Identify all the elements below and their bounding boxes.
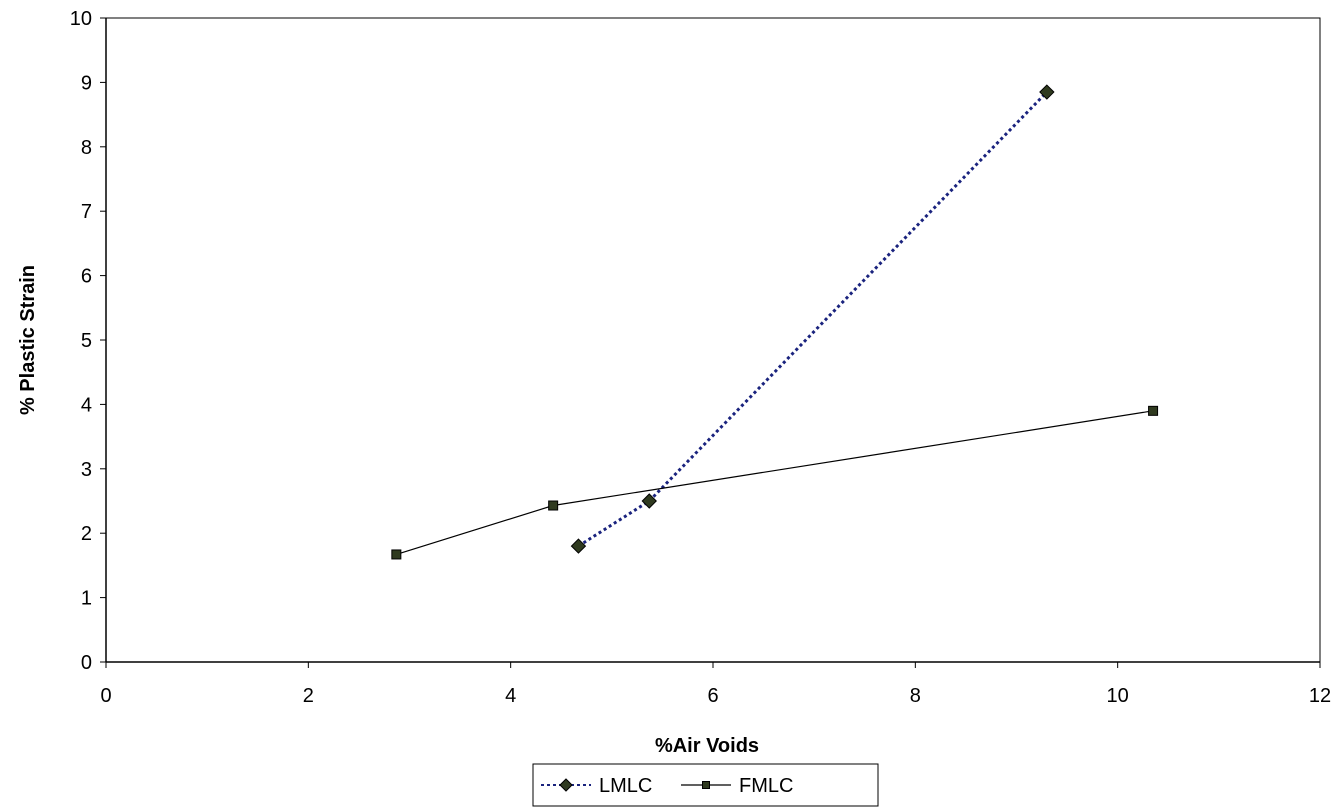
- series-line-lmlc: [577, 91, 1048, 548]
- x-tick-label: 2: [303, 685, 314, 707]
- y-tick-label: 8: [81, 137, 92, 159]
- y-tick-label: 10: [70, 8, 92, 30]
- data-point-lmlc: [570, 538, 587, 554]
- data-point-lmlc: [641, 493, 657, 509]
- legend-marker-diamond: [559, 778, 573, 792]
- axes: [105, 17, 1321, 663]
- series-line-fmlc: [396, 410, 1154, 556]
- legend-label: LMLC: [599, 775, 652, 797]
- x-tick-label: 4: [505, 685, 516, 707]
- legend: LMLC FMLC: [532, 763, 879, 807]
- series-lmlc: [570, 84, 1055, 554]
- legend-item-lmlc: LMLC: [541, 775, 652, 797]
- legend-marker-square: [702, 781, 710, 789]
- data-point-lmlc: [1039, 84, 1055, 100]
- series-fmlc: [391, 405, 1159, 560]
- x-tick-label: 0: [100, 685, 111, 707]
- x-tick-label: 8: [910, 685, 921, 707]
- y-tick-label: 3: [81, 459, 92, 481]
- y-tick-label: 7: [81, 201, 92, 223]
- y-tick-label: 2: [81, 523, 92, 545]
- axis-titles: %Air Voids % Plastic Strain: [17, 265, 759, 757]
- legend-label: FMLC: [739, 775, 793, 797]
- y-tick-label: 9: [81, 72, 92, 94]
- x-tick-label: 10: [1107, 685, 1129, 707]
- data-point-fmlc: [1148, 405, 1159, 416]
- y-tick-label: 4: [81, 394, 92, 416]
- data-point-fmlc: [391, 549, 402, 560]
- y-tick-label: 1: [81, 588, 92, 610]
- plot-frame: [105, 17, 1321, 663]
- legend-item-fmlc: FMLC: [681, 775, 793, 797]
- y-axis-title: % Plastic Strain: [17, 265, 39, 415]
- series-layer: [391, 84, 1159, 560]
- y-tick-label: 0: [81, 652, 92, 674]
- y-tick-label: 5: [81, 330, 92, 352]
- y-tick-label: 6: [81, 266, 92, 288]
- data-point-fmlc: [548, 500, 559, 511]
- x-tick-label: 12: [1309, 685, 1331, 707]
- x-tick-label: 6: [707, 685, 718, 707]
- x-axis-title: %Air Voids: [655, 735, 759, 757]
